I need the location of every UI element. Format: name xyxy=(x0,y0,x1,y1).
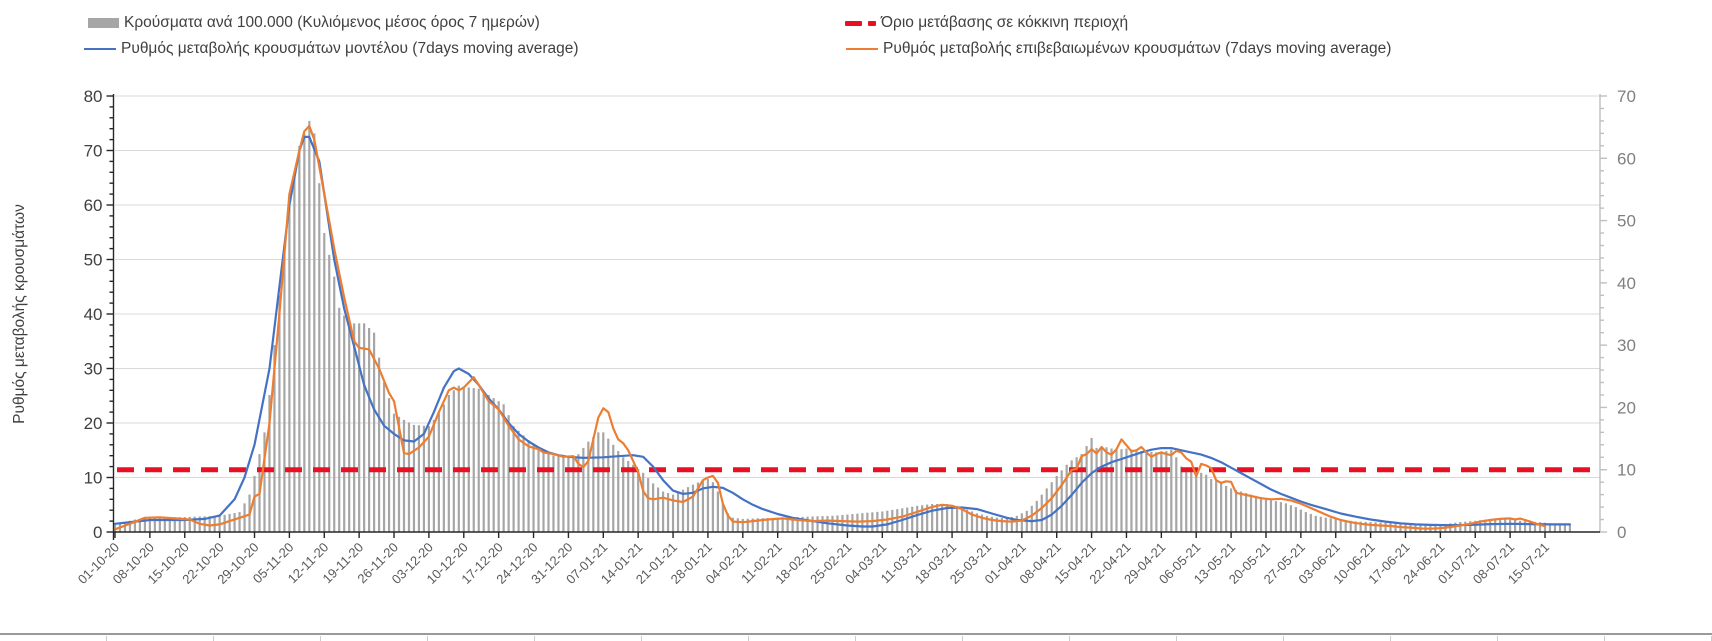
svg-text:Ρυθμός μεταβολής κρουσμάτων: Ρυθμός μεταβολής κρουσμάτων xyxy=(11,204,28,424)
legend-item-confirmed-line: Ρυθμός μεταβολής επιβεβαιωμένων κρουσμάτ… xyxy=(846,40,1391,58)
legend-label-confirmed-line: Ρυθμός μεταβολής επιβεβαιωμένων κρουσμάτ… xyxy=(883,40,1392,57)
legend-label-threshold: Όριο μετάβασης σε κόκκινη περιοχή xyxy=(881,14,1129,31)
svg-text:20: 20 xyxy=(1617,398,1636,417)
svg-text:30: 30 xyxy=(1617,336,1636,355)
x-axis xyxy=(113,531,1600,538)
svg-text:0: 0 xyxy=(93,523,102,542)
svg-text:30: 30 xyxy=(84,360,103,379)
bars-series xyxy=(113,120,1572,533)
svg-text:20: 20 xyxy=(84,414,103,433)
svg-text:10: 10 xyxy=(1617,461,1636,480)
blue-line-swatch-icon xyxy=(84,48,116,50)
x-tick-labels: 01-10-2008-10-2015-10-2022-10-2029-10-20… xyxy=(75,540,1552,587)
legend-item-model-line: Ρυθμός μεταβολής κρουσμάτων μοντέλου (7d… xyxy=(84,40,579,58)
table-top-rule xyxy=(0,633,1712,635)
svg-text:80: 80 xyxy=(84,87,103,106)
left-axis-title: Ρυθμός μεταβολής κρουσμάτων xyxy=(11,204,28,424)
model-line xyxy=(113,135,1572,528)
svg-text:70: 70 xyxy=(1617,87,1636,106)
table-cell-borders xyxy=(0,636,1712,641)
svg-text:10: 10 xyxy=(84,469,103,488)
right-axis: 0 10 20 30 40 50 60 70 xyxy=(1599,87,1636,542)
svg-text:50: 50 xyxy=(84,251,103,270)
chart-plot-area: 0 10 20 30 40 50 60 70 80 0 10 20 30 40 50 60 70 01-10-20… xyxy=(11,87,1636,587)
legend-item-threshold: Όριο μετάβασης σε κόκκινη περιοχή xyxy=(845,14,1128,32)
confirmed-line xyxy=(113,124,1547,531)
left-axis: 0 10 20 30 40 50 60 70 80 xyxy=(84,87,115,542)
svg-text:60: 60 xyxy=(1617,149,1636,168)
svg-text:40: 40 xyxy=(84,305,103,324)
legend-label-cases-bars: Κρούσματα ανά 100.000 (Κυλιόμενος μέσος … xyxy=(124,14,540,31)
gridlines xyxy=(115,95,1600,478)
red-dash-swatch-icon xyxy=(845,20,876,26)
legend-item-cases-bars: Κρούσματα ανά 100.000 (Κυλιόμενος μέσος … xyxy=(88,14,540,32)
orange-line-swatch-icon xyxy=(846,48,878,50)
svg-text:60: 60 xyxy=(84,196,103,215)
cropped-table-edge xyxy=(0,633,1712,641)
svg-text:50: 50 xyxy=(1617,212,1636,231)
svg-text:70: 70 xyxy=(84,142,103,161)
svg-text:0: 0 xyxy=(1617,523,1626,542)
bar-swatch-icon xyxy=(88,18,119,28)
svg-text:40: 40 xyxy=(1617,274,1636,293)
legend-label-model-line: Ρυθμός μεταβολής κρουσμάτων μοντέλου (7d… xyxy=(121,40,579,57)
